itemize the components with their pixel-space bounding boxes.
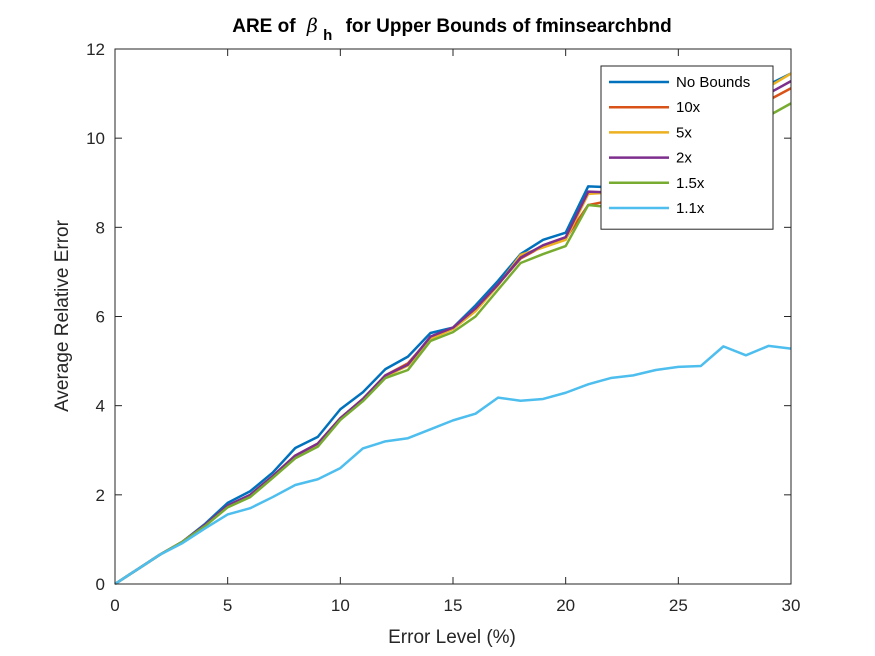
title-subscript: h [323,27,332,44]
x-tick-label-10: 10 [331,596,350,615]
title-prefix: ARE of [232,16,296,37]
plot-area-border [114,48,792,585]
legend-box [600,65,774,230]
x-tick-label-15: 15 [444,596,463,615]
y-tick-label-8: 8 [96,218,105,237]
y-tick-label-10: 10 [86,129,105,148]
axes: 0 5 10 15 20 25 30 0 2 4 6 8 10 12 [86,40,800,615]
x-tick-label-5: 5 [223,596,232,615]
y-tick-label-0: 0 [96,575,105,594]
x-tick-label-20: 20 [556,596,575,615]
series-line-1-1x [114,344,792,586]
legend-label-5x: 5x [676,124,692,141]
y-tick-label-4: 4 [96,397,105,416]
y-axis-label: Average Relative Error [52,219,73,412]
title-beta-symbol: β [306,15,318,37]
y-tick-label-2: 2 [96,486,105,505]
legend: No Bounds 10x 5x 2x 1.5x 1.1x [600,65,774,230]
legend-label-1-1x: 1.1x [676,200,705,217]
legend-label-2x: 2x [676,150,692,167]
x-axis-label: Error Level (%) [388,627,516,648]
y-tick-label-12: 12 [86,40,105,59]
x-tick-label-30: 30 [782,596,801,615]
y-tick-label-6: 6 [96,308,105,327]
legend-label-no-bounds: No Bounds [676,74,750,91]
legend-label-10x: 10x [676,99,701,116]
x-tick-label-0: 0 [110,596,119,615]
legend-label-1-5x: 1.5x [676,175,705,192]
x-tick-label-25: 25 [669,596,688,615]
axis-box [114,48,792,585]
chart-title: ARE of β h for Upper Bounds of fminsearc… [232,15,672,45]
title-suffix: for Upper Bounds of fminsearchbnd [346,16,672,37]
